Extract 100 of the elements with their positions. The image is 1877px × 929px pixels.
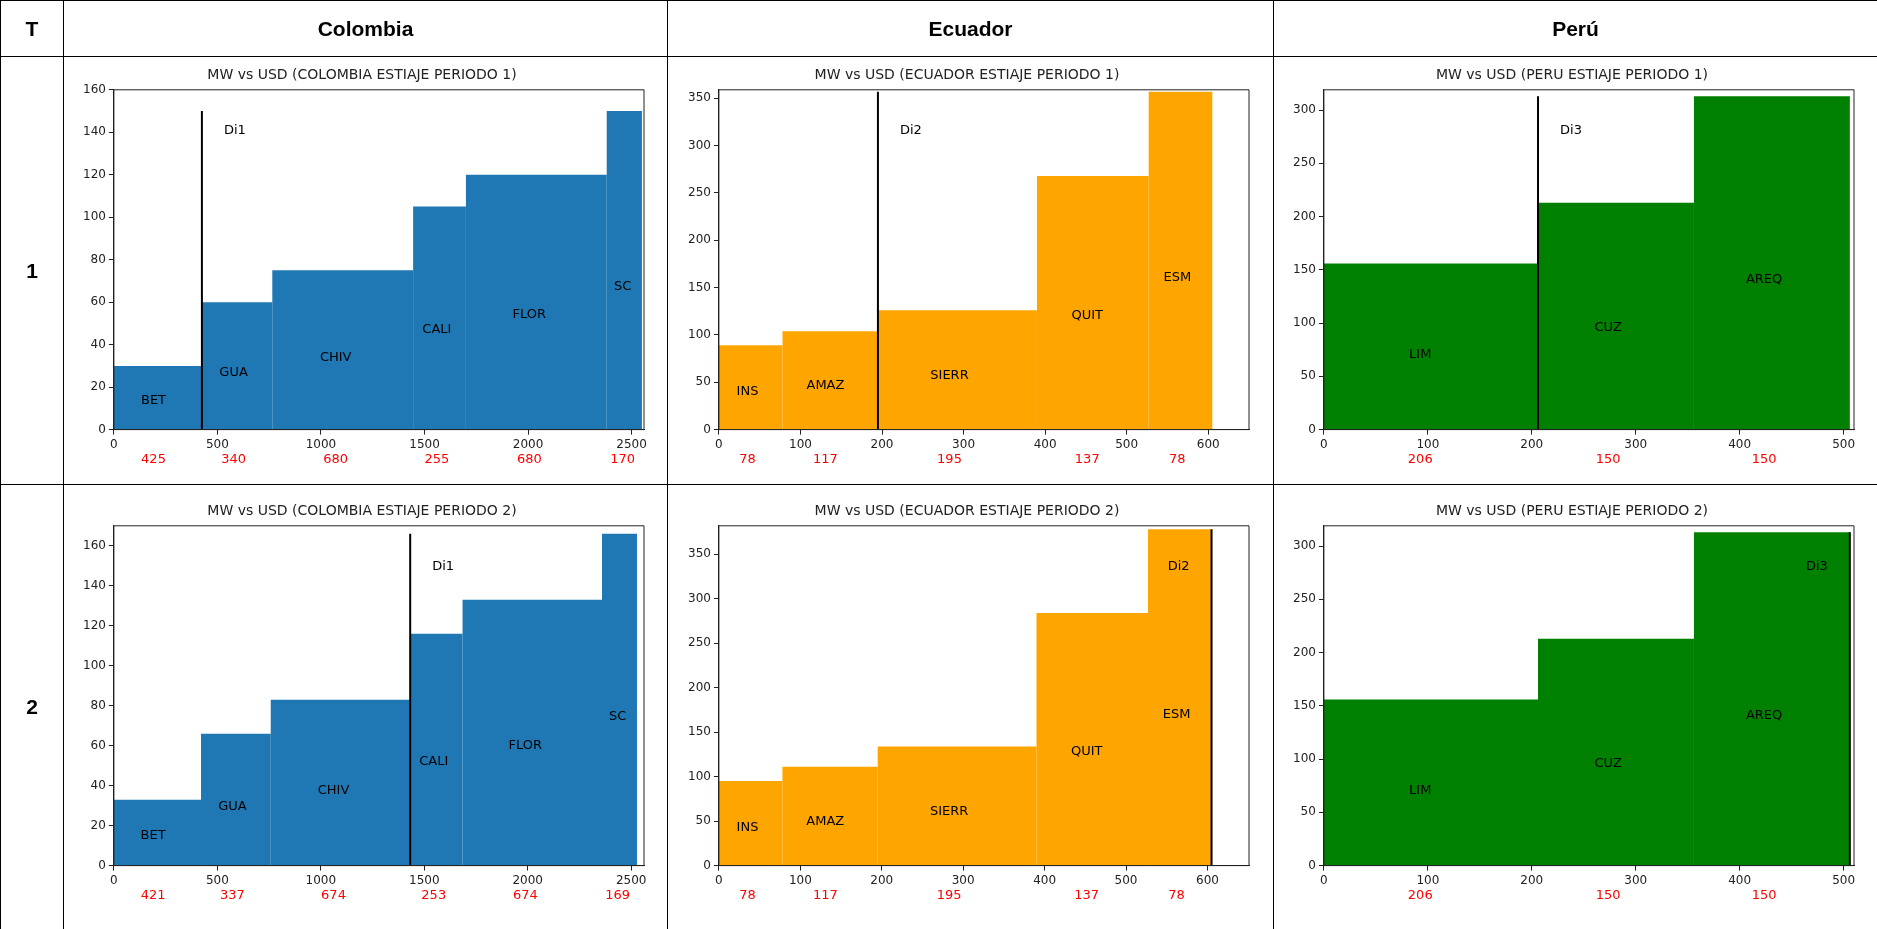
x-tick-label: 2500	[615, 872, 646, 887]
x-tick-label: 400	[1032, 872, 1056, 887]
text: 2	[0, 484, 64, 929]
x-tick-label: 300	[951, 872, 975, 887]
text: 78	[738, 887, 756, 903]
annotation: GUA	[218, 363, 248, 379]
text: 421	[140, 887, 166, 903]
y-tick-label: 250	[687, 184, 711, 199]
x-tick-label: 100	[1415, 872, 1439, 887]
text: 1	[0, 56, 64, 485]
x-tick-label: 0	[109, 436, 118, 451]
text: 674	[512, 887, 538, 903]
annotation: SC	[608, 707, 626, 723]
annotation: CUZ	[1594, 318, 1622, 334]
y-tick-label: 0	[97, 421, 106, 436]
x-tick-label: 1500	[408, 872, 440, 887]
x-tick-label: 2500	[615, 436, 647, 451]
x-tick-label: 0	[1319, 872, 1328, 887]
x-tick-label: 600	[1195, 872, 1219, 887]
y-tick-label: 20	[90, 378, 106, 393]
y-tick-label: 80	[90, 697, 106, 712]
annotation: AREQ	[1745, 270, 1782, 286]
text: 255	[423, 450, 449, 466]
y-tick-label: 50	[695, 813, 711, 828]
y-tick-label: 20	[90, 817, 106, 832]
x-tick-label: 500	[1831, 436, 1855, 451]
text: 150	[1751, 887, 1777, 903]
annotation: LIM	[1408, 782, 1431, 798]
x-tick-label: 200	[1519, 436, 1543, 451]
x-tick-label: 1000	[305, 436, 336, 451]
text: 425	[140, 450, 166, 466]
y-tick-label: 40	[90, 336, 106, 351]
y-tick-label: 200	[687, 679, 711, 694]
y-tick-label: 300	[1292, 101, 1316, 116]
x-tick-label: 0	[714, 436, 723, 451]
text: 78	[1167, 887, 1185, 903]
y-tick-label: 160	[82, 537, 106, 552]
chart-title: MW vs USD (ECUADOR ESTIAJE PERIODO 1)	[814, 65, 1119, 82]
annotation: FLOR	[508, 737, 542, 753]
annotation: Di3	[1805, 557, 1828, 573]
x-tick-label: 100	[788, 872, 812, 887]
x-tick-label: 1500	[408, 436, 440, 451]
y-tick-label: 250	[687, 635, 711, 650]
x-tick-label: 300	[1623, 436, 1647, 451]
y-tick-label: 100	[1292, 314, 1316, 329]
text: 137	[1074, 450, 1100, 466]
annotation: BET	[140, 391, 166, 407]
y-tick-label: 300	[1292, 538, 1316, 553]
y-tick-label: 350	[687, 546, 711, 561]
text: 680	[516, 450, 542, 466]
annotation: CHIV	[319, 348, 352, 364]
y-tick-label: 140	[82, 577, 106, 592]
annotation: AREQ	[1745, 706, 1782, 722]
text: 137	[1073, 887, 1099, 903]
text: 169	[604, 887, 630, 903]
annotation: SC	[613, 277, 631, 293]
y-tick-label: 100	[687, 768, 711, 783]
text: 170	[609, 450, 635, 466]
text: 78	[738, 450, 756, 466]
x-tick-label: 400	[1727, 872, 1751, 887]
y-tick-label: 150	[687, 279, 711, 294]
x-tick-label: 300	[1623, 872, 1647, 887]
y-tick-label: 100	[82, 208, 106, 223]
y-tick-label: 150	[687, 724, 711, 739]
x-tick-label: 400	[1727, 436, 1751, 451]
text: 117	[812, 450, 838, 466]
x-tick-label: 100	[788, 436, 812, 451]
y-tick-label: 250	[1292, 154, 1316, 169]
text: Ecuador	[667, 0, 1274, 57]
chart-title: MW vs USD (PERU ESTIAJE PERIODO 1)	[1435, 65, 1708, 82]
text: 674	[320, 887, 346, 903]
x-tick-label: 0	[1319, 436, 1328, 451]
annotation: SIERR	[929, 366, 969, 382]
annotation: CUZ	[1594, 754, 1622, 770]
y-tick-label: 300	[687, 137, 711, 152]
x-tick-label: 2000	[511, 872, 543, 887]
x-tick-label: 0	[714, 872, 723, 887]
y-tick-label: 40	[90, 777, 106, 792]
y-tick-label: 250	[1292, 591, 1316, 606]
x-tick-label: 200	[869, 872, 893, 887]
y-tick-label: 200	[1292, 644, 1316, 659]
annotation: Di2	[899, 121, 922, 137]
annotation: QUIT	[1070, 743, 1102, 759]
y-tick-label: 120	[82, 617, 106, 632]
text: 150	[1595, 450, 1621, 466]
chart-title: MW vs USD (COLOMBIA ESTIAJE PERIODO 2)	[206, 502, 517, 519]
x-tick-label: 100	[1415, 436, 1439, 451]
annotation: CHIV	[317, 782, 349, 798]
x-tick-label: 500	[1831, 872, 1855, 887]
chart-title: MW vs USD (PERU ESTIAJE PERIODO 2)	[1435, 502, 1708, 519]
annotation: AMAZ	[805, 376, 844, 392]
text: 117	[812, 887, 838, 903]
x-tick-label: 600	[1196, 436, 1220, 451]
text: 78	[1168, 450, 1186, 466]
text: 195	[936, 450, 962, 466]
x-tick-label: 400	[1033, 436, 1057, 451]
annotation: INS	[736, 818, 758, 834]
y-tick-label: 350	[687, 89, 711, 104]
y-tick-label: 150	[1292, 697, 1316, 712]
annotation: SIERR	[929, 803, 968, 819]
